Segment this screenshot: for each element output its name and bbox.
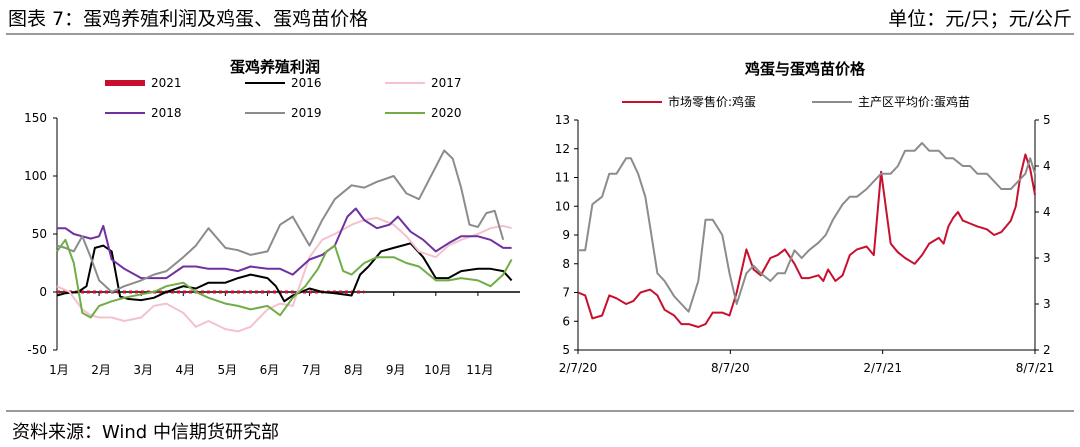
legend-label-2019: 2019 <box>291 106 322 120</box>
series-line-2020 <box>56 238 513 319</box>
x-tick-label: 8月 <box>344 363 364 377</box>
bottom-rule <box>6 410 1074 412</box>
y-tick-label-left: 7 <box>562 286 570 300</box>
source-note: 资料来源：Wind 中信期货研究部 <box>12 422 279 443</box>
figure-header: 图表 7：蛋鸡养殖利润及鸡蛋、蛋鸡苗价格 单位：元/只；元/公斤 <box>0 0 1080 34</box>
y-tick-label-right: 3 <box>1043 251 1051 265</box>
legend-label-egg: 市场零售价:鸡蛋 <box>668 94 756 109</box>
y-tick-label-right: 5 <box>1043 113 1051 127</box>
x-tick-label: 2/7/21 <box>863 361 902 375</box>
y-tick-label-right: 4 <box>1043 205 1051 219</box>
x-tick-label: 2/7/20 <box>559 361 598 375</box>
x-tick-label: 4月 <box>175 363 195 377</box>
legend-label-2016: 2016 <box>291 76 322 90</box>
chart-title: 鸡蛋与蛋鸡苗价格 <box>744 60 866 78</box>
figure-unit: 单位：元/只；元/公斤 <box>888 8 1072 30</box>
figure-title: 图表 7：蛋鸡养殖利润及鸡蛋、蛋鸡苗价格 <box>8 8 369 30</box>
y-tick-label-left: 9 <box>562 228 570 242</box>
y-tick-label-right: 2 <box>1043 343 1051 357</box>
x-tick-label: 3月 <box>133 363 153 377</box>
y-tick-label-left: 6 <box>562 314 570 328</box>
x-tick-label: 1月 <box>49 363 69 377</box>
x-tick-label: 2月 <box>91 363 111 377</box>
series-line-2019 <box>56 149 505 293</box>
legend-label-2021: 2021 <box>151 76 182 90</box>
x-tick-label: 9月 <box>386 363 406 377</box>
x-tick-label: 11月 <box>466 363 493 377</box>
chart-title: 蛋鸡养殖利润 <box>230 58 320 76</box>
y-tick-label: 150 <box>24 111 47 125</box>
legend-label-2017: 2017 <box>431 76 462 90</box>
legend-label-chick: 主产区平均价:蛋鸡苗 <box>858 94 970 109</box>
x-tick-label: 7月 <box>302 363 322 377</box>
y-tick-label-left: 10 <box>555 199 570 213</box>
top-rule <box>6 33 1074 35</box>
y-tick-label-left: 8 <box>562 257 570 271</box>
y-tick-label: 50 <box>32 227 47 241</box>
series-line-2018 <box>57 207 512 280</box>
y-tick-label-right: 4 <box>1043 159 1051 173</box>
y-tick-label-left: 11 <box>555 171 570 185</box>
x-tick-label: 8/7/20 <box>711 361 750 375</box>
x-tick-label: 5月 <box>218 363 238 377</box>
y-tick-label: -50 <box>27 343 47 357</box>
y-tick-label-left: 13 <box>555 113 570 127</box>
legend-label-2018: 2018 <box>151 106 182 120</box>
x-tick-label: 10月 <box>424 363 451 377</box>
price-chart: 鸡蛋与蛋鸡苗价格 13 12 11 10 9 8 7 6 5 5 4 4 3 3 2 2/7/20 8/7/20 2… <box>555 60 1055 375</box>
series-line-egg <box>577 153 1036 328</box>
series-line-chick <box>578 142 1036 313</box>
x-tick-label: 6月 <box>260 363 280 377</box>
y-tick-label: 100 <box>24 169 47 183</box>
legend-label-2020: 2020 <box>431 106 462 120</box>
y-tick-label: 0 <box>39 285 47 299</box>
series-line-2017 <box>56 216 512 333</box>
series-line-2016 <box>56 242 513 303</box>
x-tick-label: 8/7/21 <box>1016 361 1055 375</box>
y-tick-label-right: 3 <box>1043 297 1051 311</box>
y-tick-label-left: 5 <box>562 343 570 357</box>
y-tick-label-left: 12 <box>555 142 570 156</box>
